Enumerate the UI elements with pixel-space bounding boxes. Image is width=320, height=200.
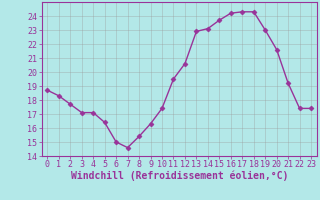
X-axis label: Windchill (Refroidissement éolien,°C): Windchill (Refroidissement éolien,°C) [70, 171, 288, 181]
